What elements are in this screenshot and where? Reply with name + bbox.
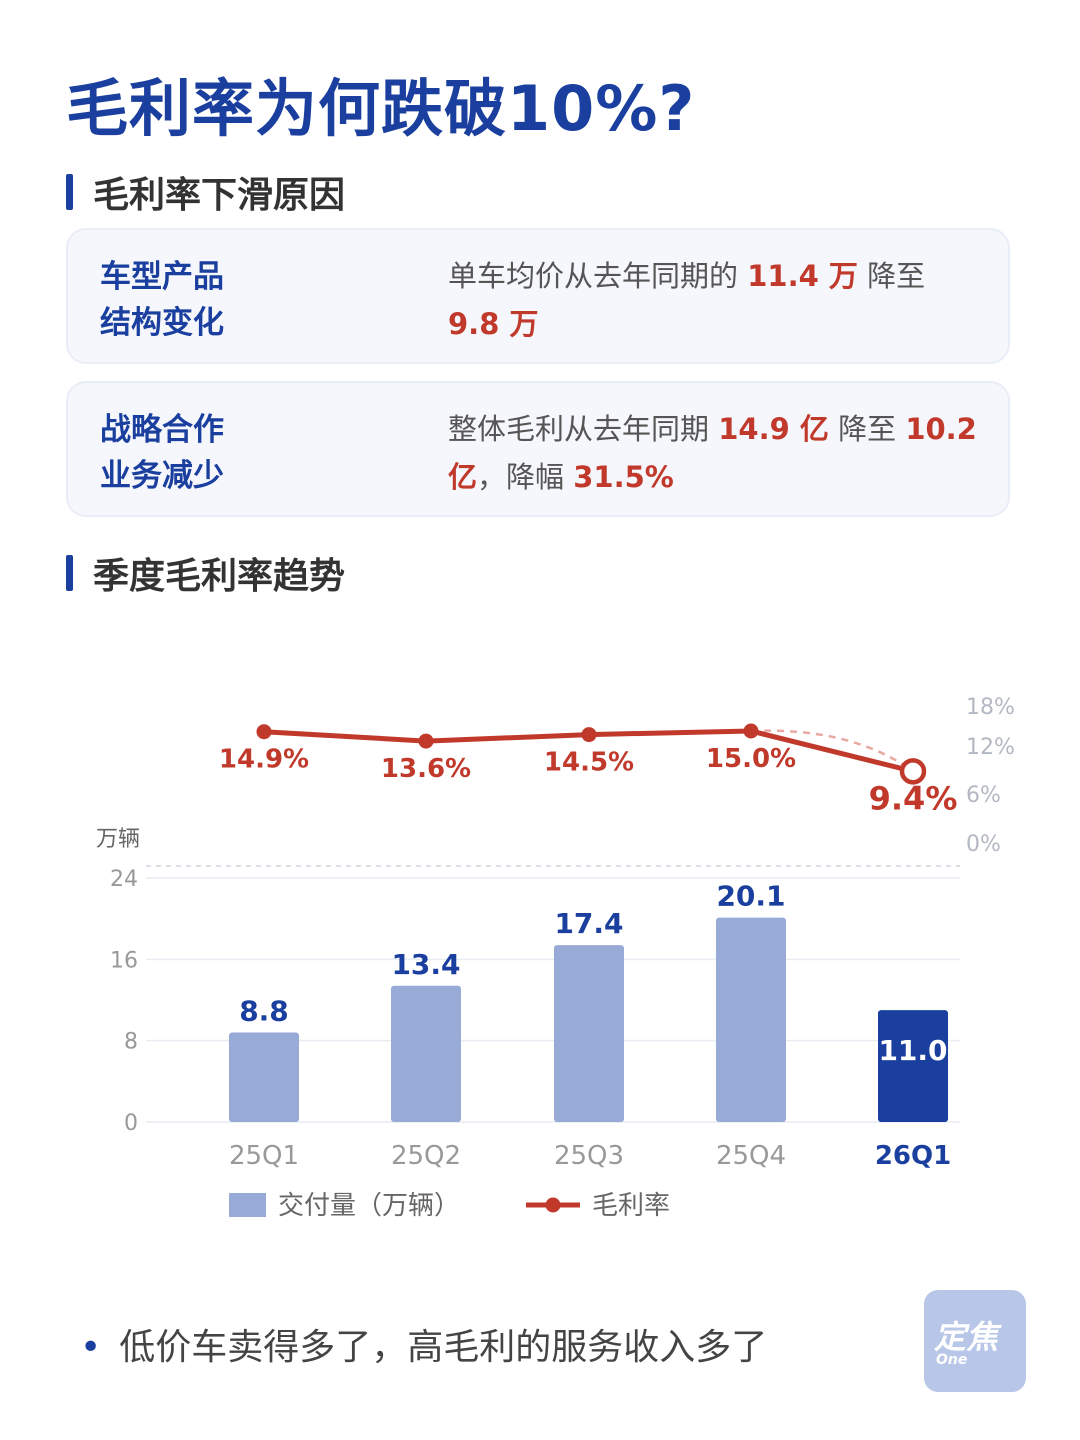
x-tick-label: 25Q2 [391, 1141, 461, 1171]
line-point [256, 724, 272, 740]
legend-label-bar: 交付量（万辆） [278, 1191, 460, 1221]
section-title-trend: 季度毛利率趋势 [93, 556, 346, 597]
highlight-value: 11.4 万 [747, 259, 858, 293]
y-tick-label: 16 [110, 948, 138, 973]
quarterly-chart: 万辆 0 8 16 24 0% 6% 12% 18% 8.8 13.4 17.4 20.1 11.0 25Q… [96, 695, 1015, 1221]
highlight-value: 31.5% [573, 460, 674, 494]
x-tick-label: 25Q4 [716, 1141, 786, 1171]
desc-text: 单车均价从去年同期的 [448, 259, 748, 293]
bullet-dot: • [80, 1327, 102, 1368]
reason-card-label-line1: 战略合作 [100, 412, 224, 448]
desc-text: ，降幅 [477, 460, 574, 494]
line-value-label: 14.9% [219, 745, 309, 775]
reason-card-desc: 整体毛利从去年同期 14.9 亿 降至 10.2 亿，降幅 31.5% [448, 405, 978, 501]
footer-note: • 低价车卖得多了，高毛利的服务收入多了 [80, 1318, 767, 1370]
reason-card-label-line2: 结构变化 [100, 305, 224, 341]
brand-logo-text: 定焦 [934, 1318, 999, 1356]
desc-text: 整体毛利从去年同期 [448, 412, 719, 446]
reason-card-label-line1: 车型产品 [100, 259, 224, 295]
legend-swatch-bar [229, 1193, 266, 1217]
desc-text: 降至 [857, 259, 926, 293]
bar [716, 917, 786, 1122]
y-tick-label: 24 [110, 867, 138, 892]
brand-logo: 定焦 One [924, 1290, 1026, 1392]
highlight-value: 10.2 亿 [448, 412, 977, 494]
reason-card-2: 战略合作 业务减少 整体毛利从去年同期 14.9 亿 降至 10.2 亿，降幅 … [66, 381, 1010, 517]
bar-value-label: 17.4 [554, 907, 623, 940]
footer-note-text: 低价车卖得多了，高毛利的服务收入多了 [119, 1327, 768, 1368]
y-tick-label: 8 [124, 1030, 138, 1055]
line-point [743, 723, 759, 739]
reason-card-label: 车型产品 结构变化 [100, 254, 300, 346]
page-title: 毛利率为何跌破10%? [66, 72, 696, 145]
bar-value-label: 13.4 [391, 948, 460, 981]
legend-swatch-point [545, 1197, 561, 1213]
line-value-label: 15.0% [706, 744, 796, 774]
y2-tick-label: 0% [966, 832, 1001, 857]
line-value-label: 14.5% [544, 748, 634, 778]
line-point [581, 727, 597, 743]
line-value-label: 13.6% [381, 754, 471, 784]
legend-label-line: 毛利率 [592, 1191, 670, 1221]
section-marker [66, 174, 73, 210]
y2-tick-label: 18% [966, 695, 1015, 720]
section-title-reasons: 毛利率下滑原因 [93, 175, 346, 216]
y-axis-unit: 万辆 [96, 827, 140, 852]
section-header-trend: 季度毛利率趋势 [66, 553, 345, 597]
bar [554, 945, 624, 1122]
reason-card-label-line2: 业务减少 [100, 458, 224, 494]
bar-value-label: 11.0 [878, 1034, 947, 1067]
desc-text: 降至 [828, 412, 906, 446]
reason-card-desc: 单车均价从去年同期的 11.4 万 降至 9.8 万 [448, 252, 978, 348]
reason-card-1: 车型产品 结构变化 单车均价从去年同期的 11.4 万 降至 9.8 万 [66, 228, 1010, 364]
y2-tick-label: 12% [966, 735, 1015, 760]
y-tick-label: 0 [124, 1111, 138, 1136]
x-tick-label: 26Q1 [875, 1141, 951, 1171]
reason-card-label: 战略合作 业务减少 [100, 407, 300, 499]
bar-value-label: 20.1 [716, 880, 785, 913]
x-tick-label: 25Q3 [554, 1141, 624, 1171]
line-value-label: 9.4% [869, 779, 958, 817]
line-point [418, 733, 434, 749]
bar-value-label: 8.8 [239, 995, 289, 1028]
line-point [899, 758, 927, 785]
highlight-value: 14.9 亿 [718, 412, 829, 446]
brand-logo-subtext: One [936, 1352, 968, 1368]
x-tick-label: 25Q1 [229, 1141, 299, 1171]
bar [391, 985, 461, 1122]
y2-tick-label: 6% [966, 783, 1001, 808]
section-marker [66, 555, 73, 591]
projection-line [750, 729, 914, 773]
bar [878, 1010, 948, 1122]
section-header-reasons: 毛利率下滑原因 [66, 172, 345, 216]
bar [229, 1032, 299, 1122]
highlight-value: 9.8 万 [448, 307, 539, 341]
